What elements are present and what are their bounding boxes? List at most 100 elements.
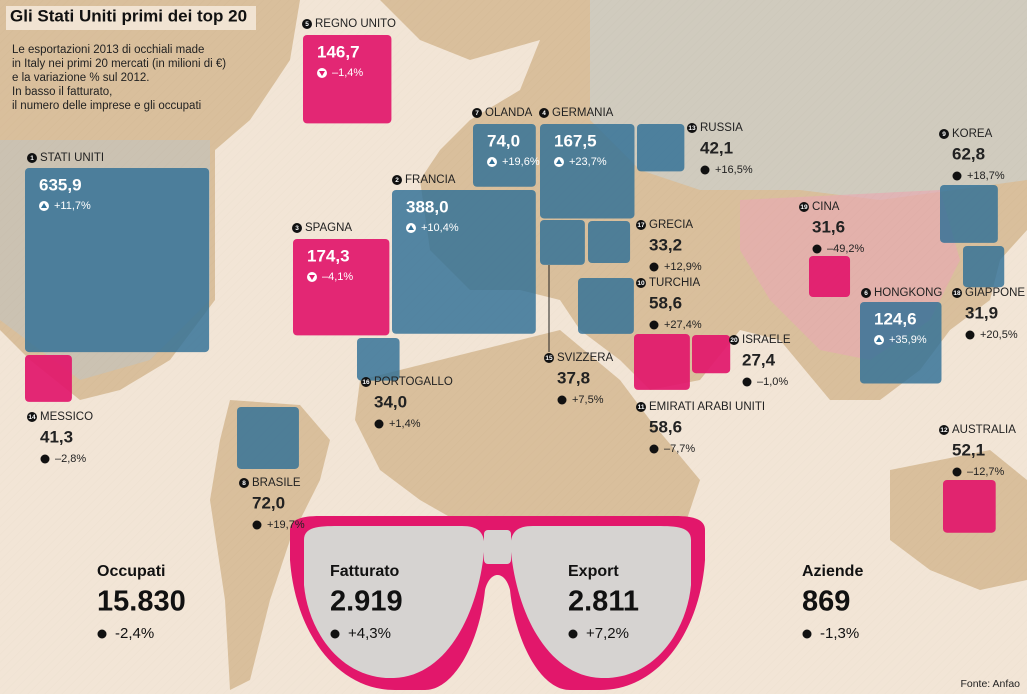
- rank: 9: [942, 131, 946, 138]
- market-change: +20,5%: [980, 329, 1018, 341]
- change-dot: [557, 395, 567, 405]
- rank: 14: [28, 414, 36, 421]
- rank-badge: [302, 19, 312, 29]
- rank-badge: [939, 129, 949, 139]
- subtitle-line: e la variazione % sul 2012.: [12, 72, 149, 84]
- change-arrow: [309, 275, 315, 280]
- rank: 1: [30, 155, 34, 162]
- market-change: +12,9%: [664, 261, 702, 273]
- market-value: 74,0: [487, 131, 520, 150]
- change-dot: [374, 419, 384, 429]
- market-name: CINA: [812, 201, 840, 213]
- market-value: 124,6: [874, 309, 917, 328]
- stats: Occupati 15.830 -2,4% Fatturato 2.919 +4,3% Ex…: [97, 563, 863, 642]
- markets: 1 STATI UNITI 635,9 +11,7% 2 FRANCIA 388,0 +10,…: [25, 18, 1025, 533]
- market-value: 72,0: [252, 493, 285, 512]
- rank-badge: [539, 108, 549, 118]
- rank: 15: [545, 355, 553, 362]
- rank: 2: [395, 177, 399, 184]
- market-change: +27,4%: [664, 319, 702, 331]
- market-change: +23,7%: [569, 156, 607, 168]
- market-name: STATI UNITI: [40, 152, 104, 164]
- change-dot: [742, 377, 752, 387]
- market-value: 635,9: [39, 175, 82, 194]
- rank-badge: [239, 478, 249, 488]
- market-square: [392, 190, 536, 334]
- market-square: [237, 407, 299, 469]
- market-square: [943, 480, 996, 533]
- change-dot: [40, 454, 50, 464]
- market-square: [634, 334, 690, 390]
- market-value: 58,6: [649, 293, 682, 312]
- market-change: –1,0%: [757, 376, 788, 388]
- rank: 19: [800, 204, 808, 211]
- change-arrow: [408, 225, 414, 230]
- stat-change: +4,3%: [348, 625, 391, 642]
- rank: 8: [242, 480, 246, 487]
- market-value: 42,1: [700, 138, 733, 157]
- market-value: 62,8: [952, 144, 985, 163]
- rank: 7: [475, 110, 479, 117]
- market-name: AUSTRALIA: [952, 424, 1016, 436]
- market-name: OLANDA: [485, 107, 533, 119]
- market-name: MESSICO: [40, 411, 93, 423]
- market-square: [293, 239, 390, 336]
- rank-badge: [472, 108, 482, 118]
- rank: 16: [362, 379, 370, 386]
- stat-change: +7,2%: [586, 625, 629, 642]
- rank: 20: [730, 337, 738, 344]
- market-name: FRANCIA: [405, 174, 456, 186]
- rank-badge: [729, 335, 739, 345]
- market-name: RUSSIA: [700, 122, 743, 134]
- stat-label: Aziende: [802, 563, 863, 580]
- market-name: HONGKONG: [874, 287, 942, 299]
- market-name: PORTOGALLO: [374, 376, 453, 388]
- stat-change: -2,4%: [115, 625, 154, 642]
- rank-badge: [636, 402, 646, 412]
- market-change: +18,7%: [967, 170, 1005, 182]
- market-name: EMIRATI ARABI UNITI: [649, 401, 765, 413]
- stat-value: 2.919: [330, 586, 403, 618]
- stat-dot: [97, 629, 107, 639]
- market-value: 167,5: [554, 131, 597, 150]
- stat-value: 869: [802, 586, 850, 618]
- stat-value: 2.811: [568, 586, 639, 618]
- market-name: ISRAELE: [742, 334, 791, 346]
- market-name: GIAPPONE: [965, 287, 1025, 299]
- rank-badge: [544, 353, 554, 363]
- market-change: +11,7%: [54, 200, 91, 212]
- stat-label: Fatturato: [330, 563, 400, 580]
- market-value: 31,6: [812, 217, 845, 236]
- market-value: 58,6: [649, 417, 682, 436]
- rank-badge: [799, 202, 809, 212]
- change-dot: [252, 520, 262, 530]
- market-name: KOREA: [952, 128, 993, 140]
- change-arrow: [556, 159, 562, 164]
- market-square: [940, 185, 998, 243]
- title-bg: [6, 6, 256, 30]
- rank-badge: [636, 278, 646, 288]
- rank: 4: [542, 110, 546, 117]
- change-arrow: [319, 71, 325, 76]
- rank: 18: [953, 290, 961, 297]
- rank-badge: [292, 223, 302, 233]
- rank: 6: [864, 290, 868, 297]
- subtitle-line: Le esportazioni 2013 di occhiali made: [12, 44, 204, 56]
- market-square: [692, 335, 731, 374]
- market-name: SVIZZERA: [557, 352, 614, 364]
- market-square: [473, 124, 536, 187]
- market-value: 388,0: [406, 197, 449, 216]
- market-square: [25, 168, 210, 353]
- change-arrow: [41, 203, 47, 208]
- market-square: [588, 221, 631, 264]
- source: Fonte: Anfao: [960, 678, 1020, 690]
- rank: 5: [305, 21, 309, 28]
- subtitle-line: in Italy nei primi 20 mercati (in milion…: [12, 58, 226, 70]
- rank: 13: [688, 125, 696, 132]
- market-name: SPAGNA: [305, 222, 352, 234]
- market-change: –12,7%: [967, 466, 1005, 478]
- market-change: –1,4%: [332, 67, 363, 79]
- market-change: –2,8%: [55, 453, 86, 465]
- market-square: [540, 124, 635, 219]
